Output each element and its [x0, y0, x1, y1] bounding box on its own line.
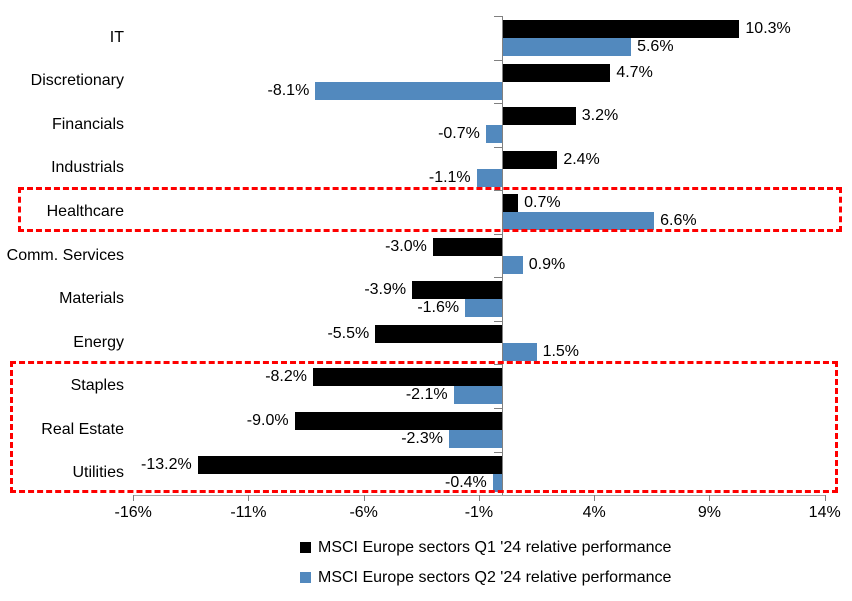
x-tick-label-3: -1% [464, 504, 494, 521]
bar-q1-staples [312, 368, 502, 387]
category-boundary-tick [494, 190, 502, 192]
category-label-utilities: Utilities [72, 464, 124, 482]
category-label-staples: Staples [70, 377, 124, 395]
category-label-energy: Energy [73, 333, 124, 351]
bar-q2-real-estate [448, 429, 502, 448]
bar-q1-discretionary [502, 63, 611, 82]
x-axis-tick [594, 495, 596, 501]
legend: MSCI Europe sectors Q1 '24 relative perf… [300, 538, 671, 598]
bar-q2-energy [502, 342, 537, 361]
category-boundary-tick [494, 277, 502, 279]
value-label-q1-real-estate: -9.0% [246, 411, 289, 429]
bar-q1-it [502, 20, 740, 38]
value-label-q1-financials: 3.2% [581, 107, 619, 125]
value-label-q2-comm-services: 0.9% [528, 255, 566, 273]
legend-item-q2: MSCI Europe sectors Q2 '24 relative perf… [300, 568, 671, 587]
bar-q2-financials [485, 125, 502, 144]
bar-q2-materials [465, 299, 502, 318]
bar-q1-financials [502, 107, 576, 126]
legend-swatch-icon [300, 542, 311, 553]
value-label-q2-energy: 1.5% [542, 342, 580, 360]
category-boundary-tick [494, 59, 502, 61]
category-boundary-tick [494, 320, 502, 322]
x-axis-tick [248, 495, 250, 501]
highlight-box-1 [18, 187, 842, 232]
value-label-q2-it: 5.6% [637, 38, 674, 55]
legend-swatch-icon [300, 572, 311, 583]
x-tick-label-0: -16% [114, 504, 152, 521]
bar-q1-utilities [197, 455, 502, 474]
x-axis-tick [478, 495, 480, 501]
value-label-q1-healthcare: 0.7% [524, 194, 561, 212]
value-label-q2-staples: -2.1% [405, 386, 448, 404]
category-boundary-tick [494, 364, 502, 366]
value-label-q1-materials: -3.9% [364, 281, 407, 299]
x-axis-tick [709, 495, 711, 501]
bar-q2-it [502, 38, 632, 56]
value-label-q1-industrials: 2.4% [563, 150, 600, 168]
bar-q1-comm-services [432, 237, 502, 256]
x-axis-tick [363, 495, 365, 501]
value-label-q1-utilities: -13.2% [141, 455, 192, 473]
bar-q1-industrials [502, 150, 558, 169]
legend-item-q1: MSCI Europe sectors Q1 '24 relative perf… [300, 538, 671, 557]
category-label-comm-services: Comm. Services [6, 246, 124, 264]
value-label-q2-real-estate: -2.3% [401, 429, 443, 447]
x-tick-label-5: 9% [697, 504, 721, 521]
value-label-q2-discretionary: -8.1% [267, 81, 310, 99]
bar-q1-materials [412, 281, 502, 300]
bar-q2-industrials [476, 168, 502, 187]
x-tick-label-2: -6% [349, 504, 378, 521]
x-tick-label-6: 14% [808, 504, 841, 521]
bar-q1-healthcare [502, 194, 519, 213]
value-label-q1-comm-services: -3.0% [385, 237, 427, 255]
y-axis-line [502, 16, 503, 495]
category-label-real-estate: Real Estate [41, 420, 124, 438]
category-label-it: IT [109, 28, 124, 46]
category-boundary-tick [494, 407, 502, 409]
category-boundary-tick [494, 103, 502, 105]
value-label-q1-staples: -8.2% [265, 368, 307, 386]
bar-q2-discretionary [315, 81, 502, 100]
bar-q2-staples [453, 386, 502, 405]
category-boundary-tick [494, 16, 502, 17]
value-label-q2-healthcare: 6.6% [660, 212, 697, 230]
bar-q1-real-estate [294, 411, 502, 430]
category-boundary-tick [494, 451, 502, 453]
category-boundary-tick [494, 233, 502, 235]
category-label-materials: Materials [59, 290, 124, 308]
category-label-industrials: Industrials [51, 159, 124, 177]
category-label-financials: Financials [51, 115, 124, 133]
value-label-q1-discretionary: 4.7% [616, 63, 653, 81]
bar-q2-healthcare [502, 212, 655, 231]
value-label-q2-financials: -0.7% [438, 125, 480, 143]
category-label-discretionary: Discretionary [30, 72, 124, 90]
x-axis-tick [133, 495, 135, 501]
value-label-q1-energy: -5.5% [327, 324, 370, 342]
bar-q2-comm-services [502, 255, 523, 274]
legend-label: MSCI Europe sectors Q2 '24 relative perf… [318, 568, 672, 586]
bar-q2-utilities [492, 473, 502, 492]
value-label-q2-industrials: -1.1% [428, 168, 471, 186]
category-label-healthcare: Healthcare [46, 202, 124, 220]
category-boundary-tick [494, 146, 502, 148]
legend-label: MSCI Europe sectors Q1 '24 relative perf… [318, 538, 672, 556]
value-label-q2-materials: -1.6% [417, 299, 460, 317]
value-label-q1-it: 10.3% [745, 20, 791, 37]
value-label-q2-utilities: -0.4% [444, 473, 487, 491]
x-tick-label-4: 4% [582, 504, 606, 521]
x-axis-tick [824, 495, 826, 501]
x-tick-label-1: -11% [230, 504, 267, 521]
bar-q1-energy [375, 324, 502, 343]
